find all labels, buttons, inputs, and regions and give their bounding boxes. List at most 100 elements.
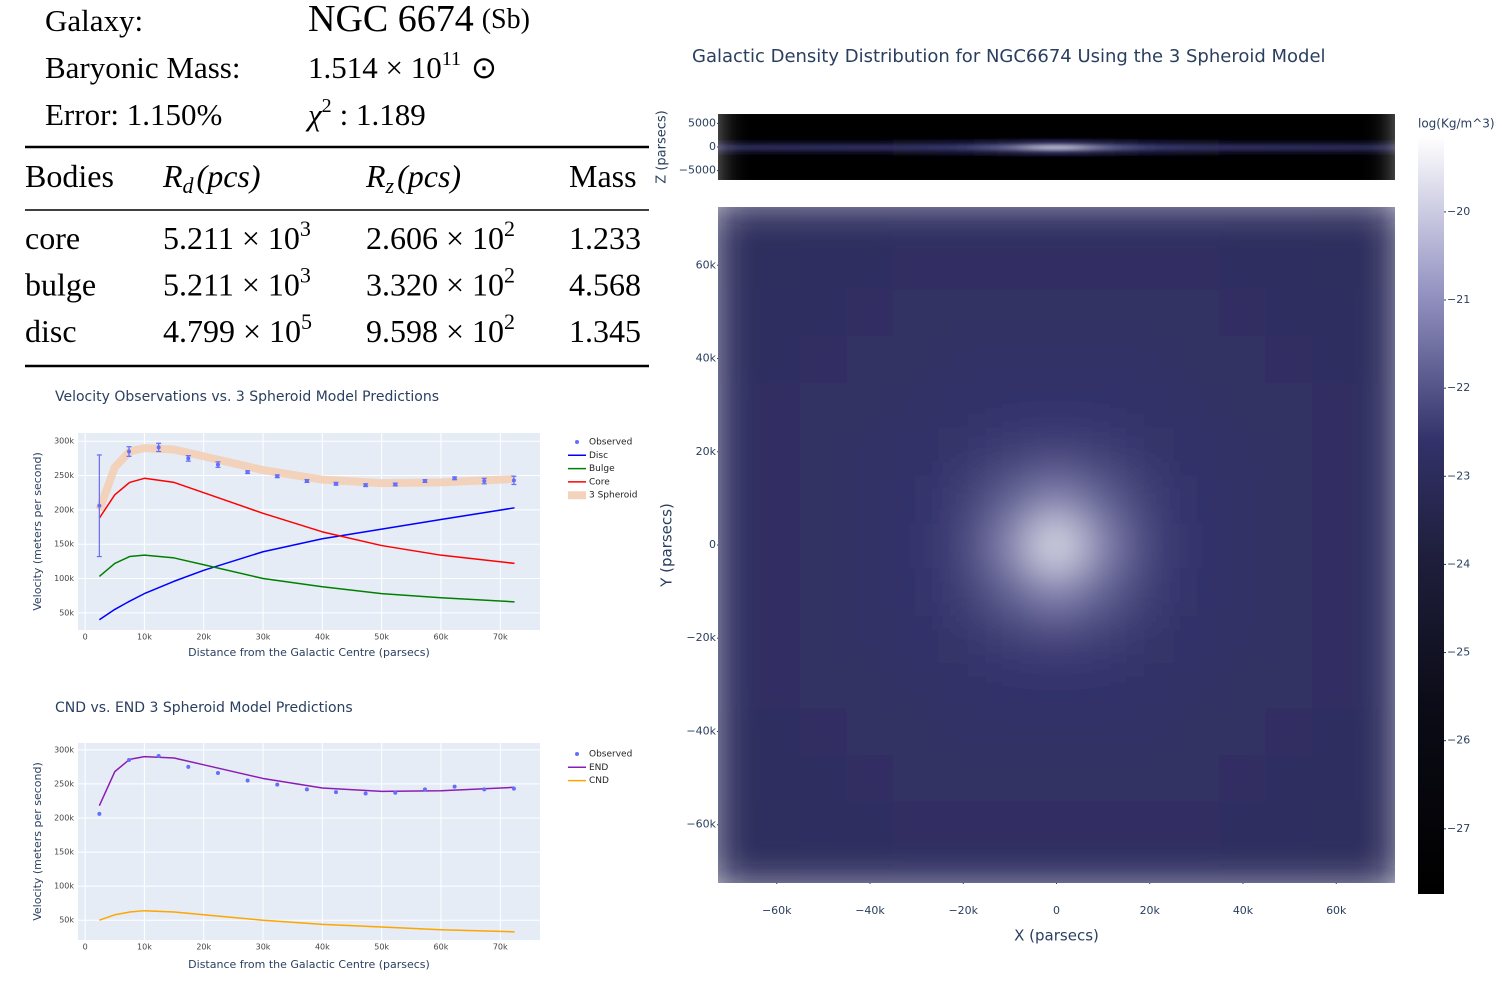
heatmap-cell	[1265, 120, 1314, 127]
heatmap-cell	[1125, 130, 1174, 136]
heatmap-cell	[1359, 474, 1395, 523]
heatmap-cell	[1032, 381, 1081, 429]
heatmap-cell	[1219, 474, 1267, 523]
heatmap-cell	[799, 207, 848, 243]
mass-label: Baryonic Mass:	[45, 50, 240, 85]
heatmap-cell	[1312, 167, 1361, 174]
heatmap-cell	[1172, 148, 1221, 155]
y-tick-label: 0	[709, 140, 716, 153]
observed-point	[97, 811, 102, 816]
heatmap-cell	[718, 288, 754, 336]
plot-area	[78, 433, 540, 630]
heatmap-cell	[718, 241, 754, 290]
x-tick-label: 70k	[493, 633, 508, 642]
heatmap-cell	[1172, 120, 1221, 127]
heatmap-cell	[1219, 134, 1267, 141]
heatmap-cell	[799, 130, 848, 136]
y-tick-label: 150k	[54, 848, 74, 857]
heatmap-cell	[1312, 754, 1361, 802]
heatmap-cell	[718, 474, 754, 523]
heatmap-cell	[846, 800, 894, 849]
observed-point	[452, 784, 457, 789]
heatmap-cell	[1219, 707, 1267, 756]
galaxy-name: NGC 6674	[308, 0, 474, 40]
x-tick-label: 30k	[256, 633, 271, 642]
y-tick-label: 300k	[54, 437, 74, 446]
heatmap-cell	[1172, 172, 1221, 179]
heatmap-cell	[1172, 241, 1221, 290]
chi-line: χ2: 1.189	[305, 95, 426, 133]
heatmap-cell	[1125, 521, 1174, 569]
heatmap-cell	[846, 115, 894, 122]
heatmap-cell	[752, 130, 801, 136]
heatmap-cell	[752, 847, 801, 883]
x-tick-label: 70k	[493, 943, 508, 952]
x-tick-label: −40k	[855, 904, 885, 917]
heatmap-cell	[892, 521, 941, 569]
table-cell: 4.799 × 105	[163, 309, 312, 349]
heatmap-cell	[752, 125, 801, 131]
heatmap-cell	[1125, 661, 1174, 709]
heatmap-cell	[1079, 427, 1127, 476]
heatmap-cell	[752, 334, 801, 383]
cell-base: R	[365, 158, 386, 194]
x-axis-label: Distance from the Galactic Centre (parse…	[188, 958, 430, 971]
heatmap-cell	[799, 167, 848, 174]
heatmap-cell	[986, 614, 1034, 663]
heatmap-cell	[986, 381, 1034, 429]
observed-point	[363, 791, 368, 796]
heatmap-cell	[1032, 158, 1081, 164]
heatmap-cell	[1032, 139, 1081, 146]
heatmap-cell	[1359, 241, 1395, 290]
heatmap-cell	[1032, 153, 1081, 160]
heatmap-cell	[752, 134, 801, 141]
heatmap-cell	[718, 177, 754, 180]
heatmap-cell	[752, 144, 801, 150]
colorbar-tick-label: −25	[1447, 646, 1470, 659]
cell-text: 4.568	[569, 267, 641, 303]
heatmap-cell	[986, 167, 1034, 174]
heatmap-cell	[799, 241, 848, 290]
heatmap-cell	[1359, 158, 1395, 164]
heatmap-cell	[986, 115, 1034, 122]
cell-base: 9.598 × 10	[366, 313, 504, 349]
heatmap-cell	[1219, 139, 1267, 146]
cell-sub: d	[183, 173, 195, 198]
legend-symbol	[575, 440, 579, 444]
heatmap-cell	[1219, 381, 1267, 429]
heatmap-cell	[1079, 163, 1127, 169]
heatmap-cell	[1359, 754, 1395, 802]
x-tick-label: −20k	[948, 904, 978, 917]
y-axis-label: Velocity (meters per second)	[31, 762, 44, 921]
legend-label: Bulge	[589, 464, 615, 474]
observed-point	[275, 782, 280, 787]
heatmap-cell	[892, 614, 941, 663]
heatmap-cell	[1079, 847, 1127, 883]
heatmap-cell	[939, 148, 988, 155]
heatmap-cell	[1265, 153, 1314, 160]
heatmap-cell	[799, 177, 848, 180]
heatmap-cell	[1312, 115, 1361, 122]
cell-sup: 2	[504, 263, 515, 288]
chart-title: CND vs. END 3 Spheroid Model Predictions	[55, 700, 353, 716]
cell-sup: 3	[300, 263, 311, 288]
cell-sub: z	[385, 173, 395, 198]
y-tick-label: 250k	[54, 779, 74, 788]
heatmap-cell	[1032, 148, 1081, 155]
heatmap-cell	[752, 120, 801, 127]
heatmap-cell	[1125, 158, 1174, 164]
observed-point	[393, 482, 398, 487]
heatmap-cells	[718, 114, 1395, 180]
series-line	[98, 507, 515, 621]
heatmap-cell	[718, 661, 754, 709]
heatmap-cell	[1125, 754, 1174, 802]
x-tick-label: 20k	[196, 943, 211, 952]
heatmap-cell	[892, 134, 941, 141]
heatmap-cell	[939, 474, 988, 523]
heatmap-cell	[1079, 288, 1127, 336]
heatmap-cell	[1125, 125, 1174, 131]
heatmap-cell	[1219, 114, 1267, 117]
heatmap-cell	[892, 567, 941, 616]
cell-base: R	[162, 158, 183, 194]
heatmap-cell	[986, 661, 1034, 709]
